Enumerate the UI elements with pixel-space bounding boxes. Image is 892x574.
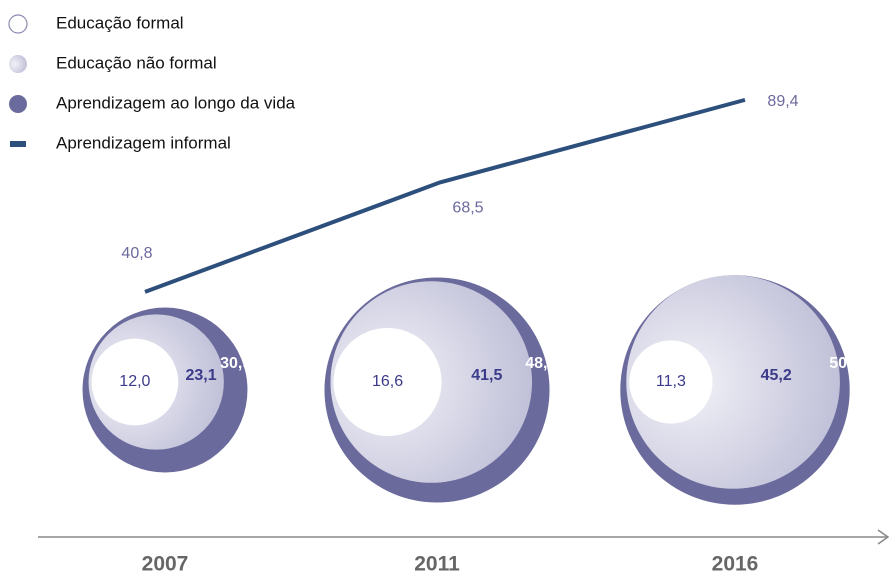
inner-circle: [629, 340, 713, 424]
line-label: 68,5: [452, 200, 483, 217]
x-tick-label: 2011: [414, 553, 460, 574]
line-label: 40,8: [121, 245, 152, 262]
data-label: 12,0: [119, 373, 150, 390]
line-label: 89,4: [767, 93, 798, 110]
legend-label: Educação não formal: [56, 53, 217, 72]
legend-label: Aprendizagem ao longo da vida: [56, 93, 296, 112]
data-label: 48,8: [525, 355, 556, 372]
legend-marker: [9, 55, 27, 73]
data-label: 41,5: [471, 367, 502, 384]
legend-label: Educação formal: [56, 13, 184, 32]
legend: Educação formal Educação não formal Aprend…: [8, 13, 296, 152]
data-label: 16,6: [372, 373, 403, 390]
inner-circle: [91, 338, 179, 426]
legend-marker: [8, 14, 28, 34]
data-label: 23,1: [185, 367, 216, 384]
legend-marker: [10, 141, 26, 147]
x-tick-label: 2007: [142, 553, 189, 574]
data-label: 45,2: [761, 367, 792, 384]
data-label: 50,2: [829, 355, 860, 372]
inner-circle: [333, 327, 442, 437]
axis-arrow: [877, 529, 890, 545]
data-label: 11,3: [656, 373, 686, 390]
legend-label: Aprendizagem informal: [56, 133, 231, 152]
line: [144, 97, 746, 294]
data-label: 30,9: [220, 355, 251, 372]
x-tick-label: 2016: [712, 553, 759, 574]
plot: 12,0 23,130,9 16,6 41,5 48,8 11,3 45,2 50,2 40,8…: [82, 93, 860, 505]
legend-marker: [9, 95, 27, 113]
middle-circle: [626, 275, 840, 489]
